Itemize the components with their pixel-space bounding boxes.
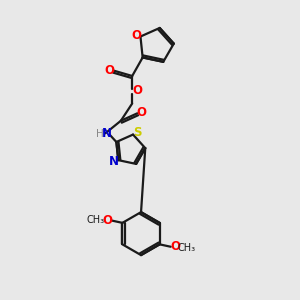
Text: O: O [133,83,142,97]
Text: CH₃: CH₃ [178,243,196,253]
Text: CH₃: CH₃ [86,214,105,225]
Text: O: O [132,28,142,41]
Text: S: S [133,126,142,139]
Text: N: N [102,128,112,140]
Text: O: O [104,64,114,76]
Text: O: O [170,240,180,253]
Text: O: O [102,214,112,227]
Text: O: O [137,106,147,119]
Text: N: N [109,155,119,168]
Text: H: H [96,129,104,139]
